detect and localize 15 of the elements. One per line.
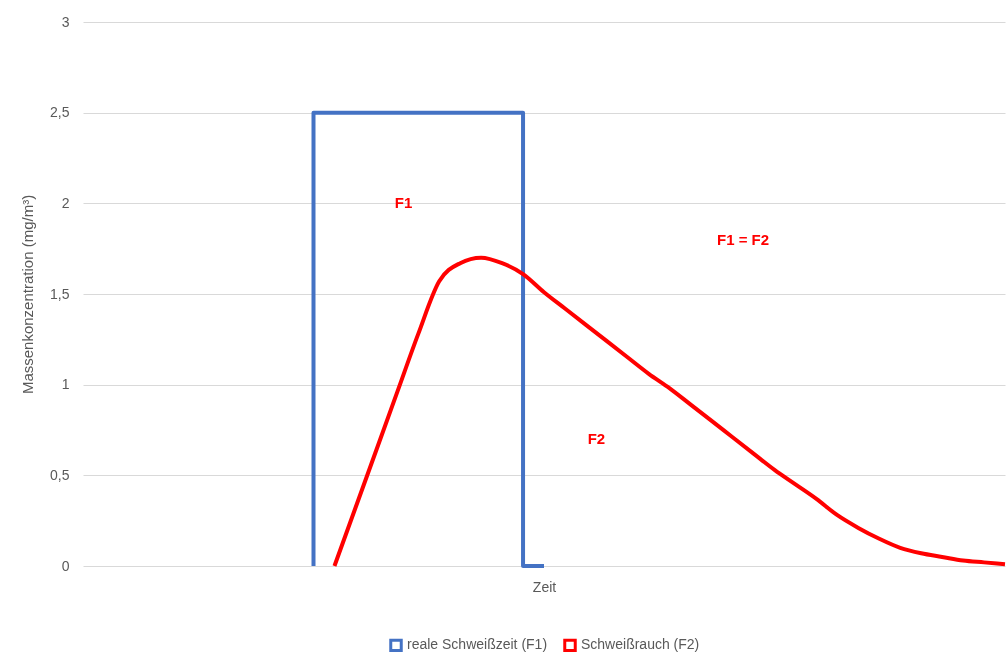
legend-label: reale Schweißzeit (F1): [407, 636, 548, 653]
x-axis-title: Zeit: [532, 578, 557, 595]
y-tick-label: 1: [61, 376, 70, 393]
y-axis-title: Massenkonzentration (mg/m³): [19, 194, 37, 395]
annotation: F1: [394, 194, 413, 212]
legend-label: Schweißrauch (F2): [581, 636, 700, 653]
y-tick-label: 2,5: [50, 104, 70, 121]
y-tick-label: 0: [61, 557, 70, 574]
y-tick-label: 1,5: [50, 285, 70, 302]
line-series: [332, 255, 1006, 568]
annotation: F2: [587, 430, 606, 448]
y-tick-label: 3: [61, 13, 70, 30]
y-tick-label: 2: [61, 194, 70, 211]
y-tick-label: 0,5: [50, 466, 70, 483]
annotation: F1 = F2: [717, 230, 770, 248]
